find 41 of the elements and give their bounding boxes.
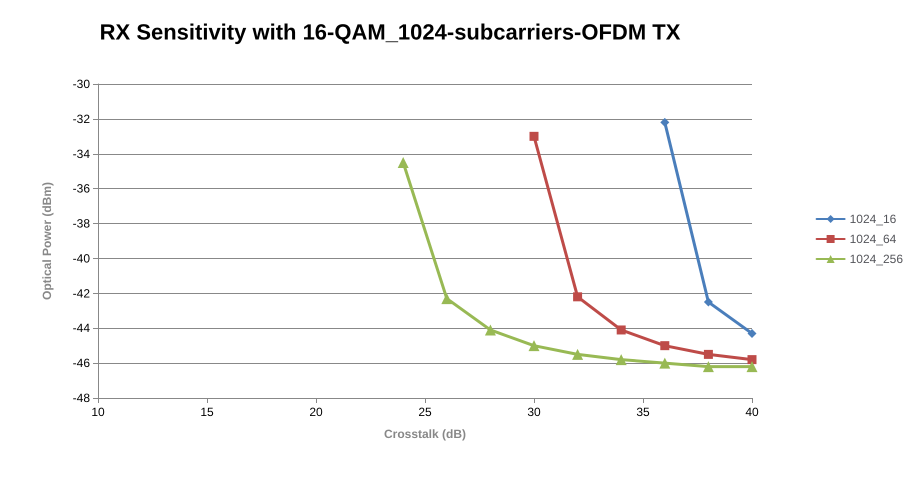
y-tick-label: -46 xyxy=(72,356,90,370)
y-tick-label: -42 xyxy=(72,286,90,300)
x-tick-label: 30 xyxy=(527,405,541,419)
point xyxy=(702,361,714,372)
point xyxy=(704,298,713,307)
point xyxy=(616,354,627,366)
point xyxy=(398,157,409,168)
x-tick-label: 40 xyxy=(745,405,759,419)
point xyxy=(748,328,756,338)
point xyxy=(441,293,452,304)
point xyxy=(484,324,496,336)
y-tick-label: -34 xyxy=(72,146,90,161)
x-tick-label: 15 xyxy=(200,405,214,419)
x-tick-label: 10 xyxy=(91,405,105,419)
y-tick-label: -40 xyxy=(72,251,90,266)
y-axis-title: Optical Power (dBm) xyxy=(40,182,54,300)
point xyxy=(573,292,582,302)
y-tick-label: -48 xyxy=(72,391,90,405)
y-tick-label: -36 xyxy=(72,182,90,196)
point xyxy=(660,341,670,350)
y-tick-label: -44 xyxy=(72,321,90,336)
point xyxy=(528,340,540,352)
x-axis-title: Crosstalk (dB) xyxy=(384,427,466,441)
point xyxy=(616,325,626,334)
point xyxy=(572,348,584,360)
x-tick-label: 20 xyxy=(309,405,323,419)
point xyxy=(660,118,670,127)
legend-label: 1024_64 xyxy=(850,232,897,246)
point xyxy=(746,361,758,372)
chart-title: RX Sensitivity with 16-QAM_1024-subcarriers-OFDM TX xyxy=(100,20,681,44)
point xyxy=(748,355,756,364)
y-tick-label: -30 xyxy=(72,77,90,91)
y-tick-label: -38 xyxy=(72,216,90,231)
point xyxy=(704,350,713,359)
point xyxy=(530,132,538,141)
legend-label: 1024_256 xyxy=(850,252,904,266)
x-tick-label: 35 xyxy=(636,405,650,419)
legend-label: 1024_16 xyxy=(850,212,897,226)
y-tick-label: -32 xyxy=(72,112,90,126)
x-tick-label: 25 xyxy=(418,405,432,419)
point xyxy=(659,358,670,369)
